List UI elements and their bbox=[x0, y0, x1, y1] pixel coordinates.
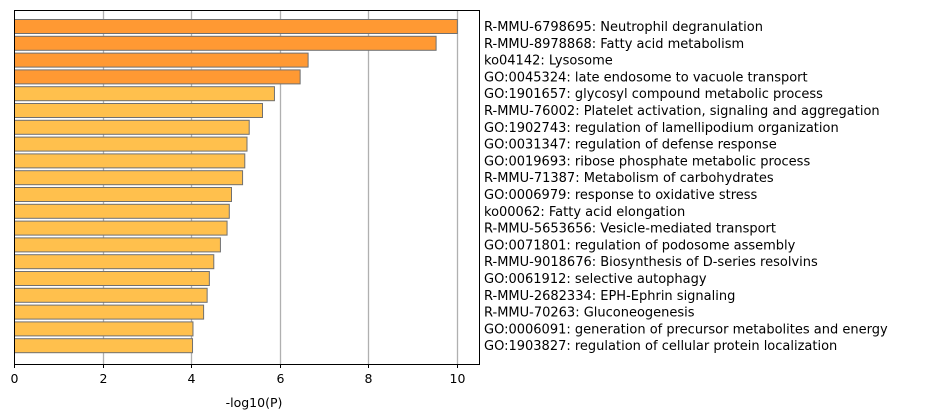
category-label: R-MMU-76002: Platelet activation, signal… bbox=[484, 104, 880, 119]
category-label: GO:0031347: regulation of defense respon… bbox=[484, 138, 777, 153]
category-label: GO:0006979: response to oxidative stress bbox=[484, 188, 758, 203]
category-label: R-MMU-71387: Metabolism of carbohydrates bbox=[484, 171, 774, 186]
category-label: R-MMU-2682334: EPH-Ephrin signaling bbox=[484, 289, 735, 304]
bar bbox=[14, 187, 232, 202]
category-label: GO:1901657: glycosyl compound metabolic … bbox=[484, 87, 823, 102]
category-label: ko04142: Lysosome bbox=[484, 54, 613, 69]
category-labels: R-MMU-6798695: Neutrophil degranulation R… bbox=[484, 20, 888, 354]
bar bbox=[14, 35, 437, 51]
bar bbox=[14, 119, 250, 135]
bar bbox=[14, 254, 215, 270]
bars bbox=[14, 19, 458, 354]
category-label: ko00062: Fatty acid elongation bbox=[484, 205, 685, 220]
category-label: R-MMU-5653656: Vesicle-mediated transpor… bbox=[484, 222, 776, 237]
category-label: GO:0061912: selective autophagy bbox=[484, 272, 707, 287]
category-label: GO:1902743: regulation of lamellipodium … bbox=[484, 121, 839, 136]
bar bbox=[14, 69, 301, 85]
category-label: R-MMU-6798695: Neutrophil degranulation bbox=[484, 20, 763, 35]
category-label: R-MMU-9018676: Biosynthesis of D-series … bbox=[484, 255, 818, 270]
bar bbox=[14, 338, 194, 354]
x-tick-label: 6 bbox=[277, 371, 285, 386]
x-axis-title: -log10(P) bbox=[226, 395, 283, 410]
bar bbox=[14, 203, 230, 219]
category-label: R-MMU-8978868: Fatty acid metabolism bbox=[484, 37, 744, 52]
bar bbox=[14, 237, 221, 253]
x-axis-ticks: 0 2 4 6 8 10 bbox=[11, 364, 466, 386]
x-tick-label: 4 bbox=[188, 371, 196, 386]
bar bbox=[14, 170, 244, 186]
bar bbox=[14, 103, 263, 118]
x-tick-label: 10 bbox=[450, 371, 466, 386]
category-label: R-MMU-70263: Gluconeogenesis bbox=[484, 306, 695, 321]
category-label: GO:1903827: regulation of cellular prote… bbox=[484, 339, 837, 354]
bar bbox=[14, 271, 210, 286]
category-label: GO:0045324: late endosome to vacuole tra… bbox=[484, 70, 808, 85]
bar bbox=[14, 86, 275, 102]
category-label: GO:0019693: ribose phosphate metabolic p… bbox=[484, 154, 810, 169]
plot-frame bbox=[14, 10, 480, 365]
category-label: GO:0006091: generation of precursor meta… bbox=[484, 322, 888, 337]
bar bbox=[14, 304, 205, 320]
bar bbox=[14, 321, 194, 337]
x-tick-label: 2 bbox=[100, 371, 108, 386]
bar bbox=[14, 136, 248, 152]
bar bbox=[14, 287, 208, 303]
bar bbox=[14, 52, 309, 68]
bar bbox=[14, 220, 228, 236]
bar bbox=[14, 153, 246, 169]
x-tick-label: 8 bbox=[365, 371, 373, 386]
bar bbox=[14, 19, 458, 34]
category-label: GO:0071801: regulation of podosome assem… bbox=[484, 238, 796, 253]
x-tick-label: 0 bbox=[11, 371, 19, 386]
